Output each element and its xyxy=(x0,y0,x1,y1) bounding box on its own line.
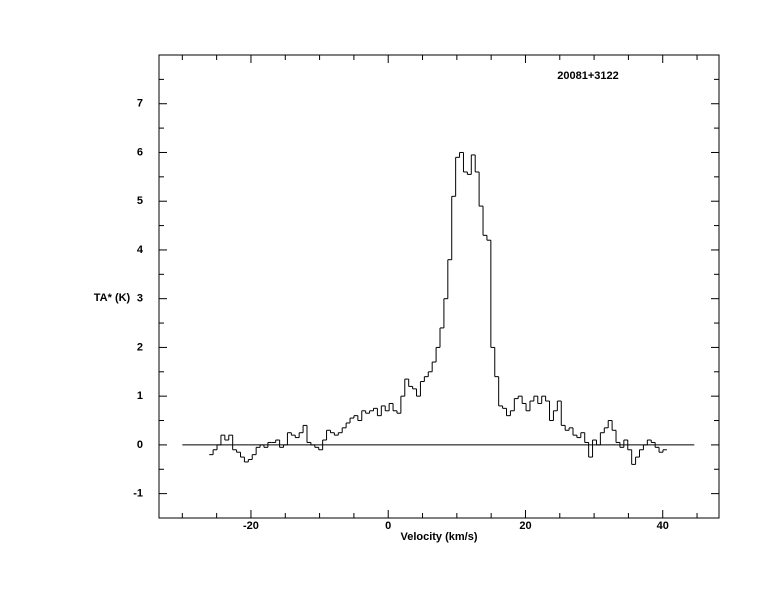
y-tick-label: 3 xyxy=(137,293,143,305)
y-tick-label: 0 xyxy=(137,439,143,451)
y-tick-label: 2 xyxy=(137,341,143,353)
x-tick-label: -20 xyxy=(243,520,259,532)
y-axis-label: TA* (K) xyxy=(94,292,131,304)
y-tick-label: 4 xyxy=(137,244,144,256)
y-tick-label: 7 xyxy=(137,98,143,110)
x-tick-label: 20 xyxy=(519,520,531,532)
x-axis-label: Velocity (km/s) xyxy=(400,531,477,543)
y-tick-label: 5 xyxy=(137,195,143,207)
y-tick-label: 6 xyxy=(137,146,143,158)
y-tick-label: 1 xyxy=(137,390,143,402)
x-tick-label: 0 xyxy=(385,520,391,532)
x-tick-label: 40 xyxy=(657,520,669,532)
plot-frame xyxy=(158,54,720,519)
annotation: 20081+3122 xyxy=(557,70,618,82)
y-tick-label: -1 xyxy=(133,488,143,500)
